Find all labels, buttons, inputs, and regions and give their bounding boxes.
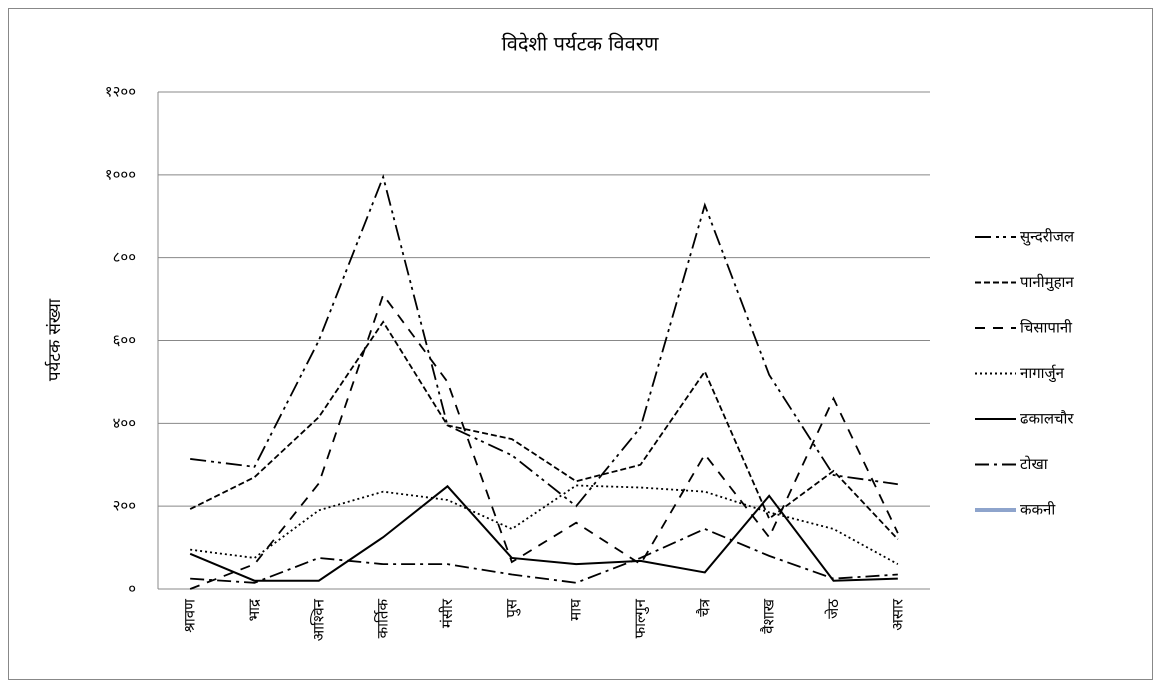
- frame: [8, 8, 1153, 680]
- legend-label: सुन्दरीजल: [1020, 228, 1075, 247]
- legend-label: ककनी: [1020, 501, 1056, 519]
- chart-title: विदेशी पर्यटक विवरण: [502, 32, 659, 56]
- x-tick-label: वैशाख: [760, 598, 778, 633]
- legend-label: चिसापानी: [1020, 319, 1073, 337]
- x-tick-label: असार: [888, 598, 906, 630]
- legend-label: टोखा: [1020, 455, 1049, 473]
- y-tick-label: ८००: [113, 248, 136, 266]
- x-tick-label: कार्तिक: [374, 599, 392, 639]
- x-tick-label: पुस: [502, 598, 521, 618]
- y-tick-label: २००: [113, 497, 136, 515]
- y-axis-label: पर्यटक संख्या: [44, 298, 65, 381]
- series-line: [190, 173, 898, 508]
- y-tick-label: १०००: [105, 165, 136, 183]
- series-line: [190, 484, 899, 565]
- series-line: [190, 527, 898, 584]
- series-line: [189, 484, 898, 582]
- legend-label: नागार्जुन: [1020, 364, 1065, 383]
- y-tick-label: ४००: [113, 414, 136, 432]
- y-tick-label: १२००: [105, 83, 136, 101]
- x-tick-label: चैत्र: [695, 598, 713, 617]
- x-tick-label: फाल्गुन: [631, 598, 650, 638]
- x-tick-label: आश्विन: [309, 598, 327, 641]
- series-line: [189, 293, 899, 590]
- y-tick-label: ०: [128, 580, 136, 598]
- y-tick-label: ६००: [113, 331, 136, 349]
- x-tick-label: श्रावण: [181, 598, 199, 633]
- x-tick-label: मंसीर: [438, 598, 456, 628]
- x-tick-label: माघ: [567, 598, 585, 621]
- legend-label: पानीमुहान: [1020, 273, 1074, 292]
- legend-label: ढकालचौर: [1020, 410, 1074, 428]
- x-tick-label: भाद्र: [245, 598, 263, 621]
- x-tick-label: जेठ: [824, 599, 842, 619]
